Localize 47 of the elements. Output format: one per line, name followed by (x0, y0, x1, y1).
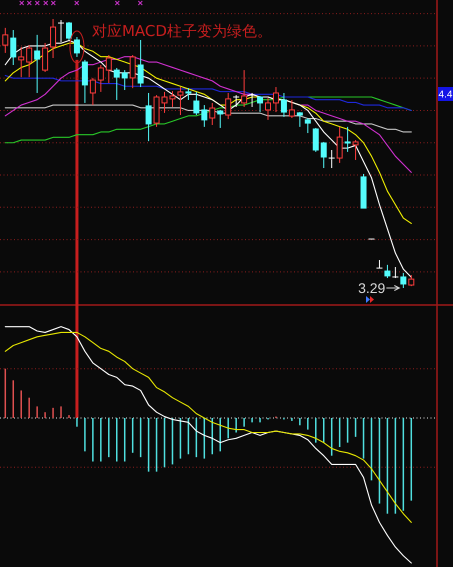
candlestick (18, 46, 24, 78)
candlestick (408, 274, 414, 287)
candlestick (26, 44, 32, 78)
candlestick (146, 92, 152, 142)
candlestick (162, 91, 168, 114)
candlestick (34, 34, 40, 94)
text: 4.4 (438, 90, 453, 100)
candlestick (280, 92, 287, 118)
candlestick (248, 92, 256, 108)
candlestick (185, 88, 192, 100)
candlestick (74, 36, 80, 58)
candlestick (265, 98, 272, 120)
candlestick (50, 18, 56, 59)
candlestick (90, 77, 96, 106)
candlestick (130, 54, 136, 89)
candlestick (304, 117, 311, 134)
candlestick (392, 266, 399, 279)
candlestick (344, 126, 351, 152)
candlestick (384, 264, 390, 279)
candlestick (169, 90, 176, 108)
candlestick (257, 95, 264, 113)
candlestick (177, 86, 184, 116)
candlestick (82, 59, 88, 104)
candlestick (106, 54, 112, 84)
candlestick (296, 112, 303, 128)
annotation: 对应MACD柱子变为绿色。 (92, 22, 272, 40)
candlestick (10, 30, 16, 66)
candlestick (336, 126, 343, 164)
candlestick (98, 64, 104, 92)
candlestick (376, 260, 383, 269)
candlestick (288, 99, 295, 118)
candlestick (241, 70, 248, 108)
candlestick (201, 104, 208, 128)
annotation: 3.29 (358, 280, 386, 296)
candlestick (209, 102, 216, 126)
candlestick (232, 94, 240, 108)
candlestick (217, 109, 224, 128)
candlestick (328, 150, 336, 169)
candlestick (138, 39, 144, 88)
candlestick (352, 140, 359, 160)
candlestick (272, 86, 279, 113)
candlestick (2, 27, 8, 54)
candlestick (225, 92, 232, 120)
candlestick (193, 91, 200, 116)
candlestick (42, 42, 48, 72)
candlestick (66, 21, 72, 40)
candlestick (400, 272, 406, 288)
